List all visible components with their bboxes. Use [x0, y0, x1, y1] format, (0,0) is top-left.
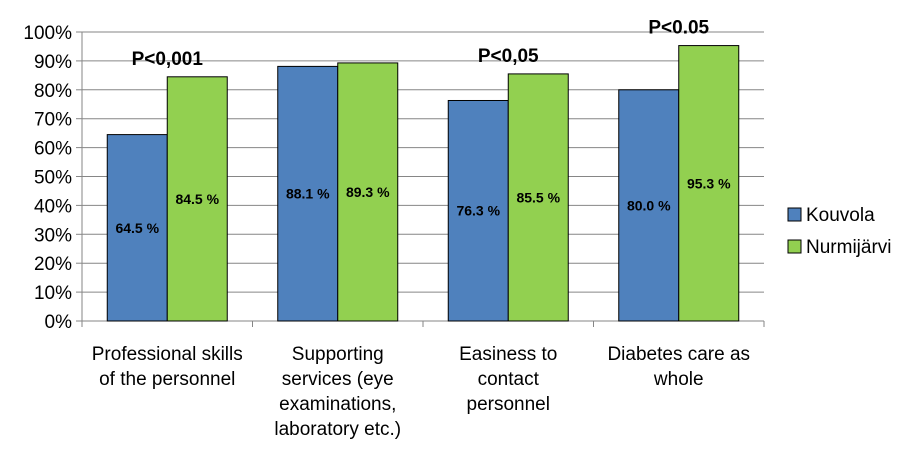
- p-value-annotation: P<0.05: [648, 18, 709, 39]
- legend-label: Nurmijärvi: [806, 237, 892, 258]
- x-category-label: Diabetes care as: [607, 344, 750, 365]
- y-tick-label: 60%: [34, 139, 72, 160]
- x-category-label: examinations,: [279, 394, 396, 415]
- x-category-label: laboratory etc.): [274, 419, 401, 440]
- data-label: 64.5 %: [115, 220, 159, 236]
- x-category-label: services (eye: [282, 369, 394, 390]
- y-tick-label: 30%: [34, 225, 72, 246]
- legend-label: Kouvola: [806, 205, 875, 226]
- data-label: 76.3 %: [456, 203, 500, 219]
- data-label: 85.5 %: [516, 189, 560, 205]
- x-category-label: of the personnel: [99, 369, 235, 390]
- bar-nurmijärvi: [507, 73, 569, 322]
- bar-kouvola: [447, 99, 509, 322]
- bar-nurmijärvi: [678, 45, 740, 322]
- x-category-label: Supporting: [292, 344, 384, 365]
- x-category-label: Professional skills: [92, 344, 243, 365]
- data-label: 84.5 %: [175, 191, 219, 207]
- data-label: 89.3 %: [346, 184, 390, 200]
- y-tick-label: 0%: [45, 312, 73, 333]
- legend-swatch: [787, 207, 802, 222]
- y-tick-label: 70%: [34, 110, 72, 131]
- x-category-label: whole: [653, 369, 704, 390]
- bar-nurmijärvi: [166, 76, 228, 322]
- data-label: 95.3 %: [687, 175, 731, 191]
- x-category-label: contact: [478, 369, 540, 390]
- y-tick-label: 100%: [23, 23, 72, 44]
- y-tick-label: 40%: [34, 196, 72, 217]
- legend-swatch: [787, 239, 802, 254]
- bar-kouvola: [106, 134, 168, 322]
- p-value-annotation: P<0,001: [132, 49, 204, 70]
- x-category-label: personnel: [467, 394, 550, 415]
- y-tick-label: 80%: [34, 81, 72, 102]
- data-label: 80.0 %: [627, 197, 671, 213]
- y-tick-label: 10%: [34, 283, 72, 304]
- y-tick-label: 90%: [34, 52, 72, 73]
- y-tick-label: 50%: [34, 168, 72, 189]
- data-label: 88.1 %: [286, 186, 330, 202]
- x-category-label: Easiness to: [459, 344, 557, 365]
- bar-nurmijärvi: [337, 62, 399, 322]
- bar-kouvola: [277, 65, 339, 322]
- bar-kouvola: [618, 89, 680, 322]
- y-tick-label: 20%: [34, 254, 72, 275]
- p-value-annotation: P<0,05: [478, 46, 539, 67]
